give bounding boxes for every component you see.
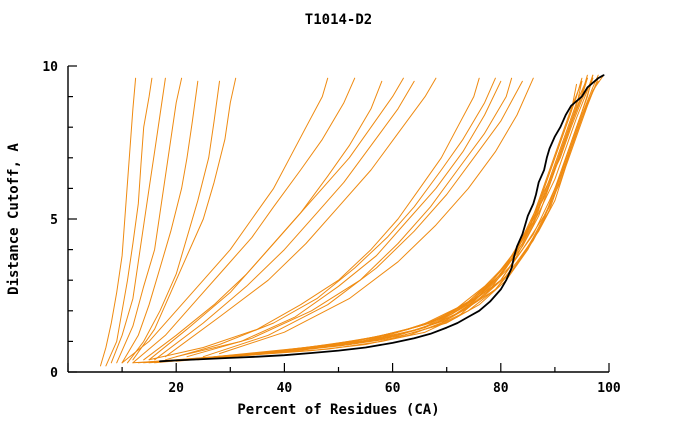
x-tick-label: 40 [277,381,293,396]
best-model-line [159,74,605,363]
model-line [170,77,588,362]
x-tick-label: 60 [385,381,401,396]
x-axis-label: Percent of Residues (CA) [237,402,440,418]
model-line [181,74,594,361]
x-tick-label: 80 [493,381,509,396]
x-tick-label: 20 [168,381,184,396]
model-line [197,74,599,361]
model-line [137,80,583,364]
model-line [164,77,588,362]
model-line [148,77,404,361]
model-line [208,77,599,359]
model-line [116,77,183,364]
model-line [121,77,329,364]
model-line [186,77,513,358]
model-line [105,77,153,367]
x-tick-label: 100 [597,381,621,396]
y-tick-label: 10 [42,60,58,75]
model-line [132,77,356,364]
model-line [159,77,594,362]
model-line [164,77,437,358]
model-line [143,80,383,361]
y-tick-label: 5 [50,213,58,228]
y-tick-label: 0 [50,366,58,381]
model-line [164,77,496,361]
model-line [154,74,588,364]
model-line [202,80,523,358]
model-line [127,80,220,364]
model-line [175,80,502,358]
model-line [110,77,166,364]
chart-title: T1014-D2 [304,12,373,28]
model-line [191,80,599,361]
model-line [121,80,199,364]
model-line [175,77,594,362]
model-line [154,80,415,361]
model-line [148,77,480,361]
y-axis-label: Distance Cutoff, A [6,143,22,295]
model-line [132,77,237,361]
model-line [213,74,605,358]
model-line [100,77,137,367]
model-line [219,77,534,355]
